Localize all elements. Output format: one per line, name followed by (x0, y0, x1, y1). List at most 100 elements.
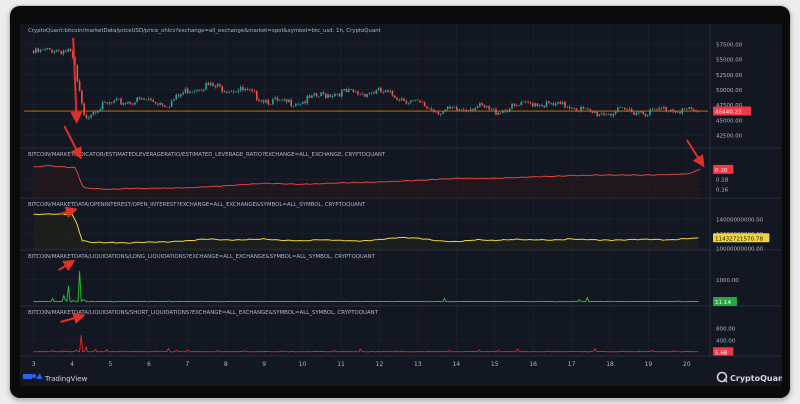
price-tick-label: 52500.00 (716, 73, 743, 79)
candle-body (465, 109, 467, 111)
candle-body (138, 97, 141, 100)
candle-body (541, 105, 543, 107)
multi-pane-chart[interactable]: 57500.00 55000.00 52500.00 50000.00 47500.00… (20, 24, 782, 386)
candle-body (511, 103, 513, 109)
candle-body (414, 99, 417, 101)
candle-body (635, 112, 638, 115)
long-liquidations-line (33, 271, 699, 303)
candle-body (297, 104, 299, 105)
candle-body (145, 99, 148, 101)
candle-body (640, 111, 642, 112)
candle-body (612, 113, 615, 116)
candle-body (198, 89, 201, 91)
candle-body (380, 87, 382, 92)
time-tick-label: 19 (645, 361, 653, 368)
candle-body (182, 92, 184, 95)
candle-body (506, 110, 509, 112)
candle-body (644, 113, 647, 117)
candle-body (658, 107, 661, 110)
candle-body (242, 86, 244, 91)
candle-body (366, 93, 368, 97)
candle-body (389, 90, 391, 92)
candle-body (451, 107, 454, 109)
candle-body (499, 112, 502, 114)
candle-body (472, 108, 474, 111)
candle-body (78, 81, 81, 91)
candle-body (122, 103, 125, 105)
candle-body (359, 94, 362, 95)
tradingview-label[interactable]: TradingView (44, 375, 88, 383)
time-tick-label: 18 (606, 361, 614, 368)
candle-body (550, 102, 552, 104)
candle-body (527, 101, 529, 103)
candle-body (476, 106, 479, 109)
candle-body (508, 108, 511, 112)
long-liquidations-pane-title: BITCOIN/MARKETDATA/LIQUIDATIONS/LONG_LIQ… (28, 254, 376, 260)
time-tick-label: 17 (568, 361, 576, 368)
candle-body (474, 108, 477, 111)
candle-body (278, 99, 281, 101)
candle-body (433, 109, 435, 112)
candle-body (193, 90, 196, 92)
candle-body (637, 111, 640, 113)
candle-body (65, 50, 67, 52)
candle-body (577, 110, 580, 112)
candle-body (674, 111, 677, 113)
short-liquidations-last-value-label: 5.68 (715, 350, 728, 356)
candle-body (697, 111, 700, 113)
candle-body (681, 108, 684, 114)
candle-body (90, 114, 92, 118)
tradingview-logo-icon[interactable] (23, 373, 42, 379)
candle-body (350, 89, 352, 90)
candle-body (458, 109, 460, 111)
candle-body (364, 93, 366, 97)
annotation-arrow (60, 312, 86, 324)
long-liquidations-tick-label: 1000.00 (716, 278, 739, 284)
candle-body (228, 91, 230, 93)
candle-body (660, 107, 663, 109)
candle-body (490, 108, 493, 110)
short-liquidations-last-value-box (713, 347, 734, 357)
time-tick-label: 12 (376, 361, 384, 368)
candle-body (653, 108, 656, 110)
short-liquidations-pane-title: BITCOIN/MARKETDATA/LIQUIDATIONS/SHORT_LI… (28, 310, 379, 316)
chart-area: 57500.00 55000.00 52500.00 50000.00 47500.00… (20, 24, 782, 386)
candle-body (536, 103, 539, 106)
candle-body (469, 108, 472, 112)
candle-body (421, 102, 424, 104)
short-liquidations-tick-label: 800.00 (716, 327, 736, 333)
open-interest-pane-title: BITCOIN/MARKETDATA/OPENINTEREST/OPEN_INT… (28, 202, 366, 208)
chart-footer: TradingView CryptoQuant (20, 370, 788, 386)
candle-body (62, 50, 65, 54)
candle-body (481, 103, 483, 106)
candle-body (656, 109, 658, 110)
candle-body (561, 101, 564, 104)
candle-body (46, 48, 49, 50)
candle-body (76, 65, 79, 82)
candle-body (322, 92, 325, 94)
candle-body (361, 93, 364, 95)
candle-body (299, 103, 302, 105)
time-tick-label: 6 (147, 361, 151, 368)
candle-body (426, 106, 428, 109)
candle-body (580, 106, 582, 111)
open-interest-last-value-label: 11432721570.78 (715, 236, 763, 242)
long-liquidations-last-value-box (713, 296, 737, 306)
candle-body (686, 108, 688, 110)
candle-body (692, 109, 695, 111)
candle-body (529, 102, 532, 104)
candle-body (223, 91, 226, 93)
candle-body (672, 109, 674, 112)
candle-body (232, 91, 235, 93)
candle-body (285, 99, 288, 102)
candle-body (442, 110, 444, 114)
candle-body (690, 107, 693, 110)
candle-body (412, 100, 414, 101)
candle-body (623, 107, 626, 110)
candle-body (99, 109, 102, 112)
candle-body (272, 99, 274, 105)
time-tick-label: 3 (32, 361, 36, 368)
candle-body (150, 98, 152, 101)
candle-body (483, 105, 486, 108)
candle-body (308, 95, 311, 98)
